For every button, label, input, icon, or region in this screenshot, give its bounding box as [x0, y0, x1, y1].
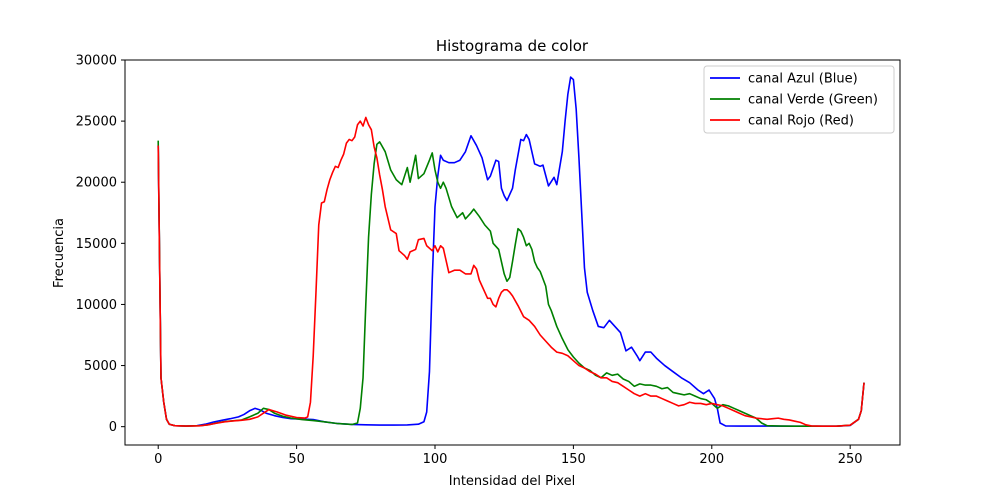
y-tick-label: 10000 [76, 298, 117, 313]
y-axis: 0 5000 10000 15000 20000 25000 30000 [76, 54, 125, 435]
y-axis-label: Frecuencia [52, 218, 67, 288]
legend-label: canal Rojo (Red) [748, 114, 854, 129]
y-tick-label: 20000 [76, 176, 117, 191]
y-tick-label: 5000 [84, 359, 117, 374]
x-tick-label: 100 [423, 452, 448, 467]
y-tick-label: 0 [109, 420, 117, 435]
legend-label: canal Verde (Green) [748, 93, 878, 108]
series-line-2 [157, 116, 865, 427]
x-axis: 0 50 100 150 200 250 [154, 445, 863, 467]
axes-frame [124, 59, 901, 446]
x-axis-label: Intensidad del Pixel [449, 474, 575, 489]
plot-area [157, 76, 865, 427]
y-tick-label: 25000 [76, 115, 117, 130]
legend-label: canal Azul (Blue) [748, 72, 858, 87]
legend-box [703, 65, 895, 134]
y-tick-label: 30000 [76, 54, 117, 69]
x-tick-label: 200 [699, 452, 724, 467]
x-tick-label: 0 [154, 452, 162, 467]
y-tick-label: 15000 [76, 237, 117, 252]
legend: canal Azul (Blue) canal Verde (Green) cana… [703, 65, 895, 134]
x-tick-label: 50 [288, 452, 305, 467]
x-tick-label: 250 [838, 452, 863, 467]
series-line-1 [157, 140, 865, 427]
x-tick-label: 150 [561, 452, 586, 467]
chart-title: Histograma de color [436, 37, 589, 55]
series-line-0 [157, 76, 865, 427]
